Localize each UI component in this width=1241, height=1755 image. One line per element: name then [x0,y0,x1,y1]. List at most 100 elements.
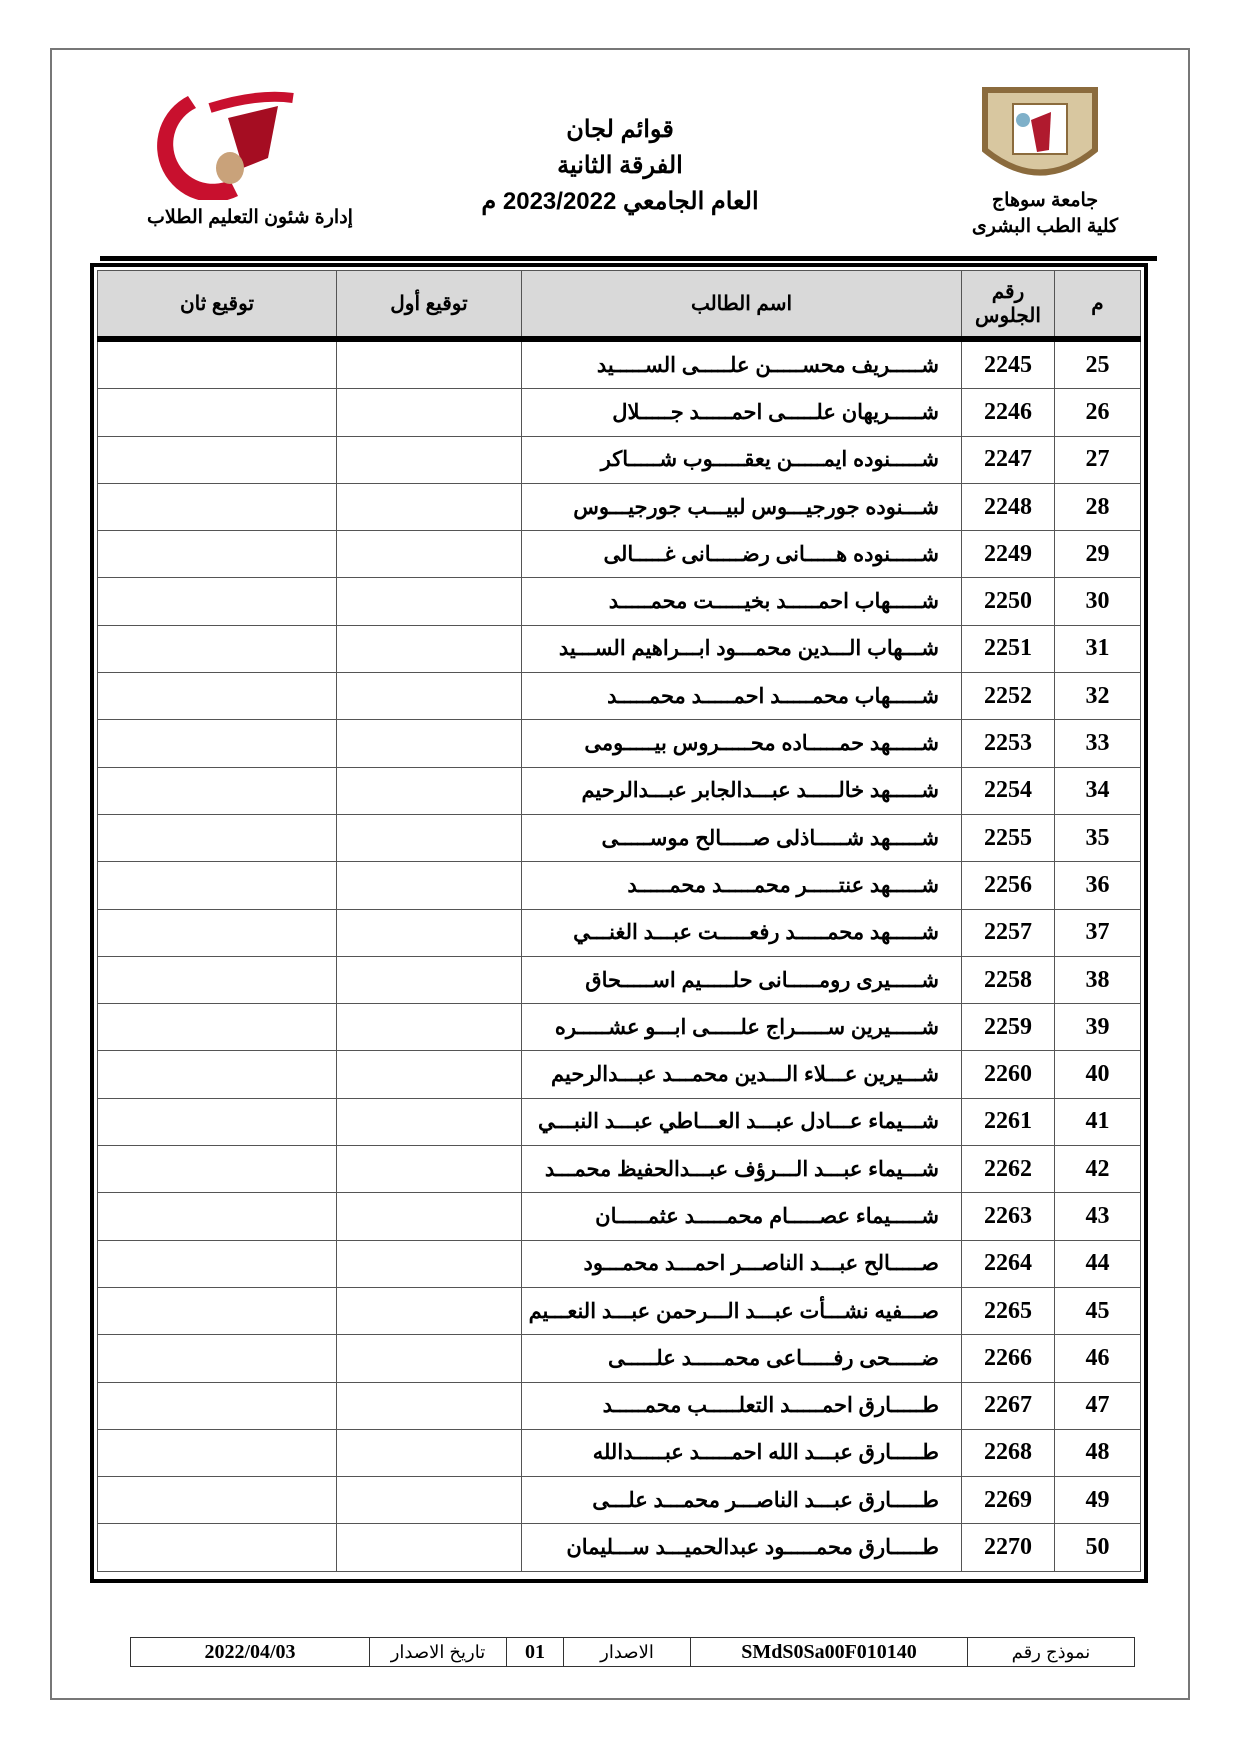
first-signature-cell[interactable] [336,908,522,957]
second-signature-cell[interactable] [97,338,337,390]
seat-number: 2258 [961,955,1055,1005]
second-signature-cell[interactable] [97,1192,337,1241]
table-row: 28 2248 شـــنوده جورجيـــوس لبيـــب جورجيـ… [97,482,1141,532]
first-signature-cell[interactable] [336,1428,522,1478]
form-footer: نموذج رقم SMdS0Sa00F010140 الاصدار 01 تا… [130,1637,1135,1667]
second-signature-cell[interactable] [97,1334,337,1383]
first-signature-cell[interactable] [336,1381,522,1430]
first-signature-cell[interactable] [336,1239,522,1288]
first-signature-cell[interactable] [336,813,522,863]
second-signature-cell[interactable] [97,813,337,863]
first-signature-cell[interactable] [336,1523,522,1572]
second-signature-cell[interactable] [97,1050,337,1099]
second-signature-cell[interactable] [97,1381,337,1430]
student-name: شـــــهاب محمـــــد احمـــــد محمـــــد [521,672,962,721]
student-name: طـــــارق احمـــــد التعلـــــب محمـــــ… [521,1381,962,1430]
university-name: جامعة سوهاج [991,190,1099,211]
table-row: 39 2259 شـــــيرين ســـــراج علـــــى ابــ… [97,1003,1141,1052]
second-signature-cell[interactable] [97,1523,337,1572]
second-signature-cell[interactable] [97,388,337,437]
first-signature-cell[interactable] [336,672,522,721]
table-row: 29 2249 شـــــنوده هـــــانى رضـــــانى غـ… [97,530,1141,579]
table-row: 34 2254 شـــــهد خالـــــد عبـــدالجابر عب… [97,766,1141,815]
row-index: 30 [1054,577,1141,626]
seat-number: 2247 [961,435,1055,484]
second-signature-cell[interactable] [97,624,337,674]
first-signature-cell[interactable] [336,861,522,910]
first-signature-cell[interactable] [336,624,522,674]
first-signature-cell[interactable] [336,1286,522,1336]
col-second-signature: توقيع ثان [97,270,337,340]
second-signature-cell[interactable] [97,1286,337,1336]
document-subtitle: الفرقة الثانية [557,152,683,179]
second-signature-cell[interactable] [97,955,337,1005]
student-name: شـــهاب الـــدين محمـــود ابـــراهيم الس… [521,624,962,674]
second-signature-cell[interactable] [97,1428,337,1478]
second-signature-cell[interactable] [97,435,337,484]
second-signature-cell[interactable] [97,1476,337,1525]
second-signature-cell[interactable] [97,577,337,626]
table-row: 33 2253 شـــــهد حمـــــاده محـــــروس بيـ… [97,719,1141,768]
seat-number: 2263 [961,1192,1055,1241]
table-row: 25 2245 شـــــريف محســـــن علـــــى الســ… [97,338,1141,390]
table-row: 45 2265 صـــفيه نشـــأت عبـــد الـــرحمن ع… [97,1286,1141,1336]
seat-number: 2257 [961,908,1055,957]
second-signature-cell[interactable] [97,719,337,768]
table-row: 40 2260 شـــيرين عـــلاء الـــدين محمـــد … [97,1050,1141,1099]
row-index: 36 [1054,861,1141,910]
first-signature-cell[interactable] [336,338,522,390]
form-number: SMdS0Sa00F010140 [690,1637,968,1667]
table-row: 27 2247 شـــــنوده ايمـــــن يعقـــــوب شـ… [97,435,1141,484]
second-signature-cell[interactable] [97,1003,337,1052]
table-row: 43 2263 شـــــيماء عصـــــام محمـــــد عثم… [97,1192,1141,1241]
row-index: 45 [1054,1286,1141,1336]
department-name: إدارة شئون التعليم الطلاب [147,207,353,228]
student-name: شـــــيرى رومـــــانى حلـــــيم اســـــح… [521,955,962,1005]
first-signature-cell[interactable] [336,435,522,484]
seat-number: 2267 [961,1381,1055,1430]
row-index: 49 [1054,1476,1141,1525]
first-signature-cell[interactable] [336,530,522,579]
first-signature-cell[interactable] [336,1050,522,1099]
seat-number: 2255 [961,813,1055,863]
student-name: طـــــارق محمـــــود عبدالحميـــد ســـلي… [521,1523,962,1572]
student-name: شـــــهد حمـــــاده محـــــروس بيـــــوم… [521,719,962,768]
seat-number: 2270 [961,1523,1055,1572]
first-signature-cell[interactable] [336,766,522,815]
first-signature-cell[interactable] [336,955,522,1005]
table-row: 35 2255 شـــــهد شـــــاذلى صـــــالح موسـ… [97,813,1141,863]
first-signature-cell[interactable] [336,1145,522,1194]
first-signature-cell[interactable] [336,388,522,437]
first-signature-cell[interactable] [336,719,522,768]
second-signature-cell[interactable] [97,1097,337,1147]
first-signature-cell[interactable] [336,1334,522,1383]
second-signature-cell[interactable] [97,766,337,815]
second-signature-cell[interactable] [97,1239,337,1288]
seat-number: 2265 [961,1286,1055,1336]
first-signature-cell[interactable] [336,1192,522,1241]
first-signature-cell[interactable] [336,1097,522,1147]
second-signature-cell[interactable] [97,1145,337,1194]
second-signature-cell[interactable] [97,908,337,957]
col-index: م [1054,270,1141,340]
row-index: 34 [1054,766,1141,815]
first-signature-cell[interactable] [336,1003,522,1052]
table-row: 26 2246 شـــــريهان علـــــى احمـــــد جــ… [97,388,1141,437]
student-name: شـــــهاب احمـــــد بخيـــــت محمـــــد [521,577,962,626]
first-signature-cell[interactable] [336,482,522,532]
first-signature-cell[interactable] [336,1476,522,1525]
seat-number: 2269 [961,1476,1055,1525]
second-signature-cell[interactable] [97,482,337,532]
row-index: 35 [1054,813,1141,863]
student-name: شـــــريهان علـــــى احمـــــد جـــــلال [521,388,962,437]
row-index: 37 [1054,908,1141,957]
second-signature-cell[interactable] [97,672,337,721]
issue-date-label: تاريخ الاصدار [369,1637,507,1667]
row-index: 38 [1054,955,1141,1005]
issue-number: 01 [506,1637,564,1667]
second-signature-cell[interactable] [97,530,337,579]
second-signature-cell[interactable] [97,861,337,910]
row-index: 46 [1054,1334,1141,1383]
col-first-signature: توقيع أول [336,270,522,340]
first-signature-cell[interactable] [336,577,522,626]
